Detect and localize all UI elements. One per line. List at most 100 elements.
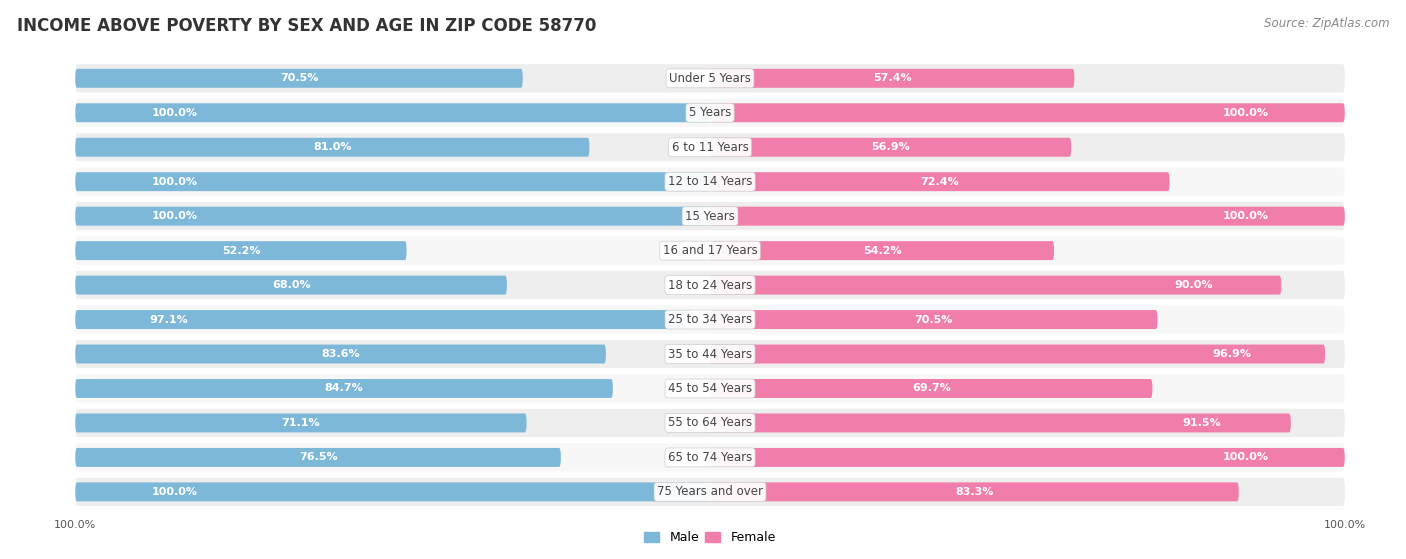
Text: Source: ZipAtlas.com: Source: ZipAtlas.com: [1264, 17, 1389, 30]
FancyBboxPatch shape: [76, 133, 710, 162]
FancyBboxPatch shape: [76, 202, 1344, 230]
FancyBboxPatch shape: [76, 271, 1344, 299]
Text: 76.5%: 76.5%: [298, 452, 337, 462]
FancyBboxPatch shape: [76, 168, 710, 196]
Text: 100.0%: 100.0%: [1223, 211, 1268, 221]
FancyBboxPatch shape: [76, 409, 1344, 437]
Text: 5 Years: 5 Years: [689, 106, 731, 119]
FancyBboxPatch shape: [76, 305, 710, 334]
Text: 12 to 14 Years: 12 to 14 Years: [668, 175, 752, 188]
FancyBboxPatch shape: [710, 310, 1157, 329]
FancyBboxPatch shape: [76, 64, 1344, 92]
FancyBboxPatch shape: [76, 69, 523, 88]
FancyBboxPatch shape: [76, 276, 508, 295]
FancyBboxPatch shape: [710, 448, 1344, 467]
FancyBboxPatch shape: [710, 379, 1153, 398]
FancyBboxPatch shape: [710, 138, 1071, 157]
FancyBboxPatch shape: [76, 482, 710, 501]
FancyBboxPatch shape: [76, 310, 692, 329]
FancyBboxPatch shape: [76, 478, 1344, 506]
FancyBboxPatch shape: [710, 271, 1344, 299]
FancyBboxPatch shape: [76, 271, 710, 299]
FancyBboxPatch shape: [76, 443, 1344, 472]
Text: 83.6%: 83.6%: [322, 349, 360, 359]
Text: 54.2%: 54.2%: [863, 245, 901, 255]
FancyBboxPatch shape: [710, 305, 1344, 334]
FancyBboxPatch shape: [710, 64, 1344, 92]
FancyBboxPatch shape: [76, 448, 561, 467]
FancyBboxPatch shape: [76, 236, 1344, 265]
FancyBboxPatch shape: [710, 133, 1344, 162]
FancyBboxPatch shape: [76, 241, 406, 260]
Legend: Male, Female: Male, Female: [640, 526, 780, 549]
FancyBboxPatch shape: [76, 375, 710, 402]
FancyBboxPatch shape: [76, 340, 1344, 368]
Text: 100.0%: 100.0%: [1223, 108, 1268, 118]
Text: 91.5%: 91.5%: [1182, 418, 1222, 428]
Text: 52.2%: 52.2%: [222, 245, 260, 255]
FancyBboxPatch shape: [710, 69, 1074, 88]
Text: 100.0%: 100.0%: [152, 487, 197, 497]
FancyBboxPatch shape: [710, 172, 1170, 191]
Text: 90.0%: 90.0%: [1174, 280, 1213, 290]
Text: 96.9%: 96.9%: [1212, 349, 1251, 359]
FancyBboxPatch shape: [710, 414, 1291, 433]
Text: 69.7%: 69.7%: [912, 383, 950, 394]
Text: 100.0%: 100.0%: [152, 108, 197, 118]
FancyBboxPatch shape: [76, 414, 527, 433]
FancyBboxPatch shape: [710, 236, 1344, 265]
FancyBboxPatch shape: [710, 344, 1324, 363]
Text: 15 Years: 15 Years: [685, 210, 735, 222]
Text: 83.3%: 83.3%: [955, 487, 994, 497]
FancyBboxPatch shape: [710, 478, 1344, 506]
FancyBboxPatch shape: [76, 98, 1344, 127]
FancyBboxPatch shape: [710, 168, 1344, 196]
FancyBboxPatch shape: [76, 344, 606, 363]
FancyBboxPatch shape: [76, 98, 710, 127]
Text: INCOME ABOVE POVERTY BY SEX AND AGE IN ZIP CODE 58770: INCOME ABOVE POVERTY BY SEX AND AGE IN Z…: [17, 17, 596, 35]
FancyBboxPatch shape: [76, 207, 710, 226]
Text: 70.5%: 70.5%: [914, 315, 953, 325]
Text: 56.9%: 56.9%: [872, 142, 910, 152]
FancyBboxPatch shape: [76, 138, 589, 157]
Text: 71.1%: 71.1%: [281, 418, 321, 428]
FancyBboxPatch shape: [710, 340, 1344, 368]
Text: 68.0%: 68.0%: [271, 280, 311, 290]
FancyBboxPatch shape: [76, 133, 1344, 162]
FancyBboxPatch shape: [76, 236, 710, 265]
Text: 72.4%: 72.4%: [921, 177, 959, 187]
FancyBboxPatch shape: [76, 443, 710, 472]
Text: 35 to 44 Years: 35 to 44 Years: [668, 348, 752, 361]
FancyBboxPatch shape: [76, 375, 1344, 402]
FancyBboxPatch shape: [710, 98, 1344, 127]
FancyBboxPatch shape: [76, 168, 1344, 196]
FancyBboxPatch shape: [76, 64, 710, 92]
FancyBboxPatch shape: [76, 103, 710, 122]
Text: 97.1%: 97.1%: [149, 315, 188, 325]
Text: 100.0%: 100.0%: [152, 177, 197, 187]
Text: 100.0%: 100.0%: [152, 211, 197, 221]
Text: 55 to 64 Years: 55 to 64 Years: [668, 416, 752, 429]
FancyBboxPatch shape: [76, 202, 710, 230]
FancyBboxPatch shape: [710, 241, 1054, 260]
Text: 84.7%: 84.7%: [325, 383, 364, 394]
Text: 75 Years and over: 75 Years and over: [657, 485, 763, 499]
FancyBboxPatch shape: [710, 276, 1281, 295]
Text: Under 5 Years: Under 5 Years: [669, 72, 751, 85]
Text: 70.5%: 70.5%: [280, 73, 318, 83]
Text: 25 to 34 Years: 25 to 34 Years: [668, 313, 752, 326]
FancyBboxPatch shape: [710, 443, 1344, 472]
Text: 16 and 17 Years: 16 and 17 Years: [662, 244, 758, 257]
Text: 18 to 24 Years: 18 to 24 Years: [668, 278, 752, 292]
FancyBboxPatch shape: [710, 375, 1344, 402]
FancyBboxPatch shape: [76, 305, 1344, 334]
FancyBboxPatch shape: [76, 172, 710, 191]
FancyBboxPatch shape: [710, 103, 1344, 122]
FancyBboxPatch shape: [76, 340, 710, 368]
Text: 65 to 74 Years: 65 to 74 Years: [668, 451, 752, 464]
Text: 81.0%: 81.0%: [314, 142, 352, 152]
Text: 57.4%: 57.4%: [873, 73, 911, 83]
FancyBboxPatch shape: [710, 207, 1344, 226]
FancyBboxPatch shape: [76, 379, 613, 398]
FancyBboxPatch shape: [710, 482, 1239, 501]
